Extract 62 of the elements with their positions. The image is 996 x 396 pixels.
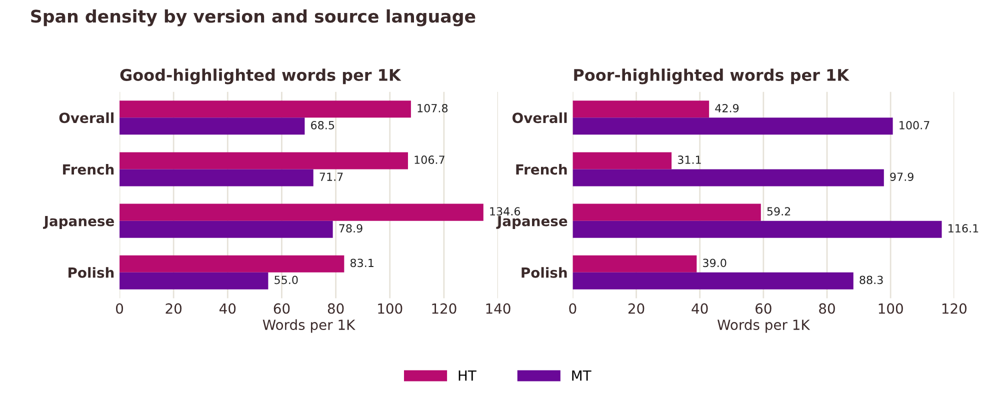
x-axis-title: Words per 1K [262, 319, 356, 333]
bar [572, 220, 942, 238]
legend-label: MT [572, 370, 592, 381]
bar [572, 204, 761, 221]
text: Span density by version and source language [31, 9, 476, 26]
data-label: 39.0 [703, 258, 726, 268]
bar [572, 118, 893, 135]
x-tick-label: 60 [274, 303, 290, 314]
bar [572, 255, 697, 272]
data-label: 68.5 [311, 120, 334, 130]
x-tick-label: 120 [942, 303, 966, 314]
data-label: 55.0 [274, 276, 298, 284]
bar [120, 152, 408, 170]
data-label: 97.9 [890, 172, 914, 181]
chart-title: Poor-highlighted words per 1K [574, 68, 850, 84]
legend-label: HT [458, 370, 476, 381]
bar [120, 220, 333, 238]
y-tick-label: French [63, 164, 114, 175]
x-tick-label: 0 [569, 303, 576, 314]
x-tick-label: 120 [432, 303, 456, 314]
data-label: 100.7 [900, 120, 930, 130]
bar [572, 152, 672, 170]
bar [120, 272, 268, 290]
y-tick-label: Overall [59, 112, 114, 124]
x-tick-label: 0 [116, 303, 124, 314]
x-tick-label: 100 [378, 303, 402, 314]
data-label: 83.1 [350, 258, 374, 268]
y-tick-label: Polish [522, 267, 567, 278]
x-tick-label: 80 [819, 303, 835, 314]
data-label: 59.2 [767, 207, 790, 216]
bar [120, 100, 411, 118]
y-tick-label: Japanese [43, 216, 114, 229]
y-tick-label: French [516, 164, 567, 175]
x-tick-label: 20 [166, 303, 182, 314]
chart-title: Good-highlighted words per 1K [120, 68, 402, 84]
data-label: 88.3 [860, 276, 883, 284]
data-label: 78.9 [339, 224, 362, 233]
bar [120, 204, 484, 221]
y-tick-label: Polish [68, 267, 114, 278]
x-tick-label: 140 [486, 303, 510, 314]
data-label: 106.7 [414, 156, 444, 164]
x-tick-label: 60 [756, 303, 772, 314]
data-label: 71.7 [320, 172, 343, 181]
x-tick-label: 80 [328, 303, 344, 314]
x-tick-label: 20 [628, 303, 644, 314]
bar [572, 100, 710, 118]
bar [120, 118, 305, 135]
bar [120, 169, 314, 186]
bar [572, 272, 854, 290]
data-label: 134.6 [490, 207, 520, 216]
data-label: 42.9 [715, 104, 739, 112]
x-tick-label: 100 [878, 303, 903, 314]
x-tick-label: 40 [692, 303, 708, 314]
bar [572, 169, 884, 186]
data-label: 107.8 [418, 104, 448, 112]
data-label: 31.1 [678, 156, 701, 164]
x-axis-title: Words per 1K [718, 319, 810, 333]
x-tick-label: 40 [220, 303, 236, 314]
bar [120, 255, 344, 272]
data-label: 116.1 [948, 224, 978, 233]
y-tick-label: Japanese [496, 216, 568, 229]
y-tick-label: Overall [512, 112, 567, 124]
